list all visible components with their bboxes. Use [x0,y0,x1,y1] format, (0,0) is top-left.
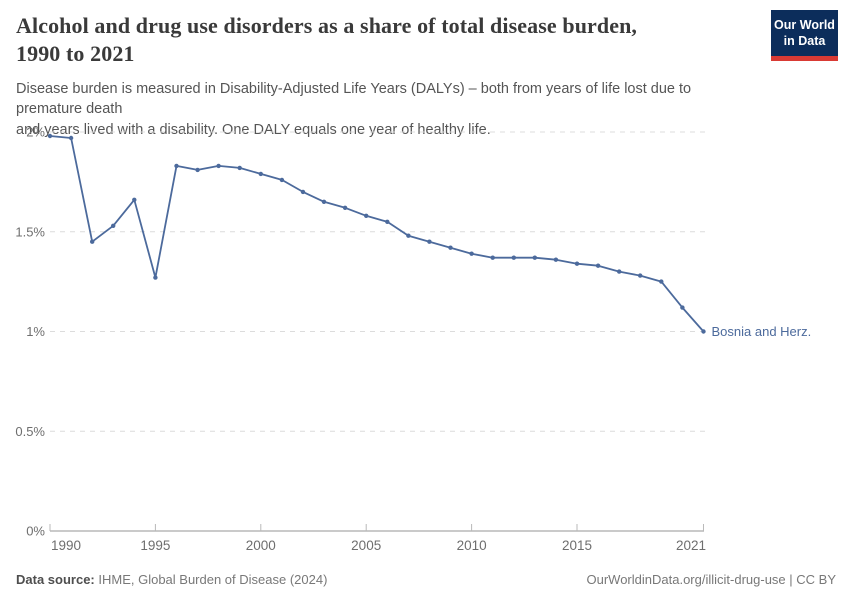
data-point[interactable] [132,197,137,202]
data-point[interactable] [174,163,179,169]
x-axis-label: 2000 [246,538,276,553]
y-axis-label: 0.5% [15,424,45,439]
data-point[interactable] [364,213,369,218]
data-point[interactable] [385,219,390,224]
page-title: Alcohol and drug use disorders as a shar… [16,12,758,68]
series-line[interactable] [49,135,705,333]
data-point[interactable] [237,165,242,171]
chart-subtitle: Disease burden is measured in Disability… [16,79,758,141]
x-axis-label: 2010 [457,538,487,553]
data-point[interactable] [47,133,53,139]
data-point[interactable] [469,251,474,256]
chart-footer: Data source: IHME, Global Burden of Dise… [16,572,836,587]
data-point[interactable] [90,239,95,244]
data-point[interactable] [701,329,706,334]
data-point[interactable] [342,205,348,210]
data-point[interactable] [595,263,601,268]
data-point[interactable] [279,177,285,183]
series-end-label[interactable]: Bosnia and Herz. [712,324,812,339]
logo-line-1: Our World [774,18,835,32]
chart-plot-area[interactable]: 0% 0.5% 1% 1.5% 2% 1990 1995 2000 2005 2010 2015 20… [0,115,850,560]
data-point[interactable] [153,275,158,280]
data-source-label: Data source: [16,572,95,587]
credit-link[interactable]: OurWorldinData.org/illicit-drug-use | CC… [586,572,837,587]
data-point[interactable] [195,167,200,173]
data-point[interactable] [680,305,685,310]
x-axis-label: 2005 [351,538,381,553]
data-source-text: IHME, Global Burden of Disease (2024) [94,572,328,587]
x-axis-label: 1990 [51,538,81,553]
data-source-note: Data source: IHME, Global Burden of Dise… [16,572,327,587]
x-axis-label: 2021 [676,538,706,553]
data-point[interactable] [406,233,411,238]
owid-logo[interactable]: Our World in Data [771,10,838,61]
data-point[interactable] [617,269,622,274]
logo-line-2: in Data [783,34,826,49]
y-axis-label: 0% [26,524,45,539]
data-point[interactable] [574,261,580,266]
data-point[interactable] [448,245,453,250]
chart-header: Alcohol and drug use disorders as a shar… [16,12,758,141]
x-axis-label: 1995 [140,538,170,553]
y-axis-label: 1% [26,324,45,339]
y-axis-label: 1.5% [15,224,45,239]
subtitle-line-2: and years lived with a disability. One D… [16,122,491,139]
data-point[interactable] [427,239,432,244]
data-point[interactable] [68,135,74,141]
title-line-2: 1990 to 2021 [16,40,135,66]
data-point[interactable] [321,199,327,204]
data-point[interactable] [532,255,537,260]
data-point[interactable] [659,279,664,284]
data-point[interactable] [553,257,559,262]
title-line-1: Alcohol and drug use disorders as a shar… [16,13,638,38]
data-point[interactable] [216,163,221,169]
y-axis-label: 2% [26,125,45,140]
chart-svg[interactable]: 0% 0.5% 1% 1.5% 2% 1990 1995 2000 2005 2010 2015 20… [0,115,850,560]
data-point[interactable] [300,189,306,195]
data-point[interactable] [638,273,643,278]
data-point[interactable] [511,255,516,260]
subtitle-line-1: Disease burden is measured in Disability… [16,80,692,118]
x-axis-label: 2015 [562,538,592,553]
data-point[interactable] [111,223,116,228]
data-point[interactable] [258,171,263,177]
data-point[interactable] [490,255,495,260]
